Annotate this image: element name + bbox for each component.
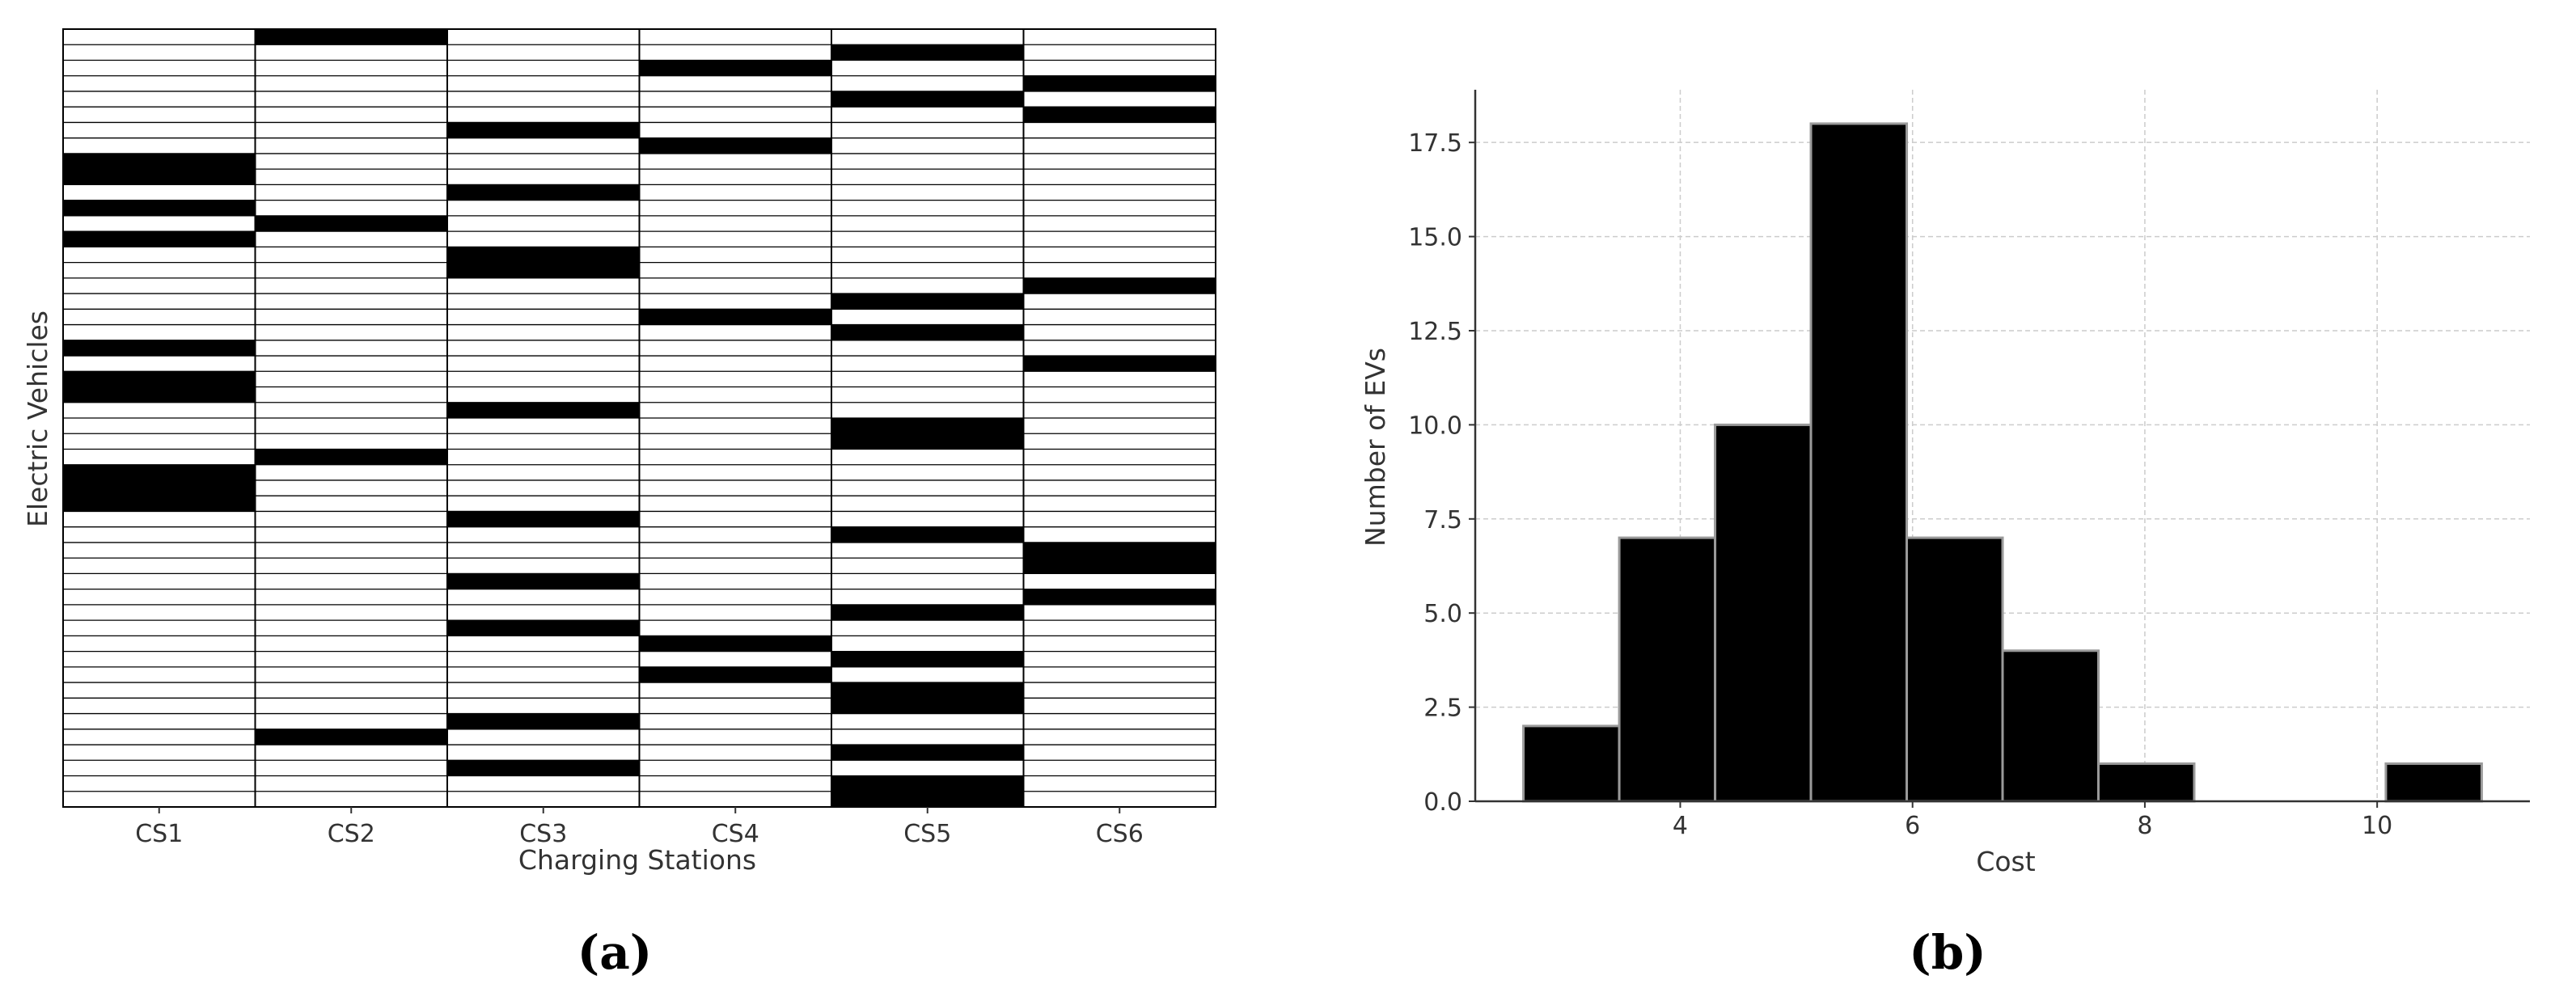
heatmap-cell-cs6-ev33 <box>1023 542 1216 559</box>
heatmap-cell-cs1-ev20 <box>63 340 256 357</box>
heatmap-cell-cs1-ev23 <box>63 386 256 403</box>
histogram-axes <box>1474 90 2530 803</box>
histogram-x-tick-label: 6 <box>1905 812 1920 840</box>
heatmap-cell-cs1-ev8 <box>63 153 256 170</box>
heatmap-cell-cs3-ev14 <box>447 247 640 263</box>
heatmap-cell-cs6-ev36 <box>1023 589 1216 605</box>
histogram-y-tick-label: 15.0 <box>1408 224 1462 252</box>
heatmap-cell-cs6-ev34 <box>1023 558 1216 574</box>
heatmap-cell-cs2-ev27 <box>255 449 447 465</box>
heatmap-x-tick-label: CS6 <box>1096 820 1144 848</box>
heatmap-cell-cs4-ev7 <box>639 137 831 154</box>
heatmap-x-tick-label: CS4 <box>712 820 759 848</box>
heatmap-cell-cs5-ev40 <box>831 651 1024 667</box>
histogram-bar <box>2384 762 2483 803</box>
heatmap-cells <box>63 29 1216 807</box>
heatmap-cell-cs6-ev16 <box>1023 277 1216 294</box>
histogram-bar <box>2096 762 2196 803</box>
heatmap-cell-cs4-ev41 <box>639 666 831 683</box>
histogram-chart: 0.02.55.07.510.012.515.017.5 4 6 8 10 Cost … <box>1360 90 2530 877</box>
heatmap-x-tick-label: CS3 <box>519 820 567 848</box>
heatmap-cell-cs1-ev28 <box>63 464 256 480</box>
histogram-y-tick-label: 5.0 <box>1423 600 1462 628</box>
heatmap-cell-cs1-ev11 <box>63 200 256 216</box>
caption-b: (b) <box>1909 925 1986 980</box>
heatmap-frame <box>62 28 1216 808</box>
heatmap-cell-cs3-ev24 <box>447 402 640 418</box>
histogram-y-axis-label: Number of EVs <box>1360 348 1391 547</box>
heatmap-cell-cs2-ev45 <box>255 729 447 745</box>
heatmap-cell-cs3-ev10 <box>447 184 640 201</box>
heatmap-cell-cs1-ev9 <box>63 169 256 185</box>
heatmap-x-tick-label: CS2 <box>328 820 375 848</box>
heatmap-x-axis-label: Charging Stations <box>518 844 756 876</box>
histogram-bar <box>1618 536 1717 803</box>
histogram-bar <box>1522 724 1621 803</box>
heatmap-cell-cs6-ev21 <box>1023 356 1216 372</box>
heatmap-cell-cs5-ev46 <box>831 745 1024 761</box>
histogram-x-tick-label: 8 <box>2137 812 2152 840</box>
heatmap-cell-cs5-ev48 <box>831 775 1024 792</box>
heatmap-cell-cs3-ev31 <box>447 511 640 527</box>
heatmap-cell-cs6-ev5 <box>1023 107 1216 123</box>
heatmap-cell-cs4-ev39 <box>639 636 831 652</box>
heatmap-x-ticks: CS1 CS2 CS3 CS4 CS5 CS6 <box>135 807 1144 848</box>
heatmap-cell-cs5-ev43 <box>831 698 1024 714</box>
heatmap-cell-cs5-ev37 <box>831 604 1024 621</box>
heatmap-x-tick-label: CS5 <box>903 820 951 848</box>
heatmap-x-tick-label: CS1 <box>135 820 183 848</box>
histogram-bars <box>1522 122 2483 803</box>
heatmap-cell-cs1-ev13 <box>63 231 256 247</box>
histogram-bar <box>1906 536 2004 803</box>
histogram-y-tick-label: 10.0 <box>1408 412 1462 440</box>
heatmap-cell-cs2-ev0 <box>255 29 447 45</box>
heatmap-cell-cs4-ev18 <box>639 309 831 325</box>
heatmap-cell-cs5-ev49 <box>831 791 1024 807</box>
heatmap-cell-cs1-ev29 <box>63 479 256 496</box>
heatmap-cell-cs5-ev25 <box>831 418 1024 434</box>
histogram-y-ticks: 0.0 2.5 5.0 7.5 10.0 12.5 15.0 17.5 <box>1408 129 1475 817</box>
heatmap-cell-cs5-ev4 <box>831 91 1024 108</box>
histogram-x-tick-label: 4 <box>1673 812 1688 840</box>
histogram-x-ticks: 4 6 8 10 <box>1673 801 2392 840</box>
heatmap-cell-cs5-ev32 <box>831 526 1024 543</box>
histogram-x-axis-label: Cost <box>1976 846 2035 877</box>
heatmap-grid <box>62 28 1216 808</box>
heatmap-cell-cs1-ev22 <box>63 371 256 387</box>
heatmap-cell-cs1-ev30 <box>63 496 256 512</box>
histogram-bar <box>1714 423 1813 803</box>
heatmap-cell-cs5-ev26 <box>831 433 1024 450</box>
heatmap-cell-cs3-ev35 <box>447 573 640 589</box>
heatmap-cell-cs6-ev3 <box>1023 75 1216 91</box>
heatmap-cell-cs3-ev44 <box>447 713 640 729</box>
histogram-y-tick-label: 12.5 <box>1408 318 1462 346</box>
caption-a: (a) <box>577 925 652 980</box>
histogram-y-tick-label: 2.5 <box>1423 695 1462 723</box>
histogram-x-tick-label: 10 <box>2362 812 2392 840</box>
histogram-y-tick-label: 17.5 <box>1408 129 1462 158</box>
heatmap-cell-cs3-ev38 <box>447 620 640 636</box>
histogram-y-tick-label: 0.0 <box>1423 788 1462 817</box>
heatmap-cell-cs3-ev6 <box>447 122 640 138</box>
heatmap-cell-cs5-ev19 <box>831 324 1024 340</box>
heatmap-y-axis-label: Electric Vehicles <box>22 310 53 527</box>
heatmap-cell-cs2-ev12 <box>255 215 447 232</box>
heatmap-cell-cs5-ev1 <box>831 44 1024 61</box>
histogram-bar <box>2001 649 2100 803</box>
histogram-bar <box>1809 122 1909 803</box>
heatmap-chart: CS1 CS2 CS3 CS4 CS5 CS6 Charging Stations Ele… <box>22 28 1216 876</box>
heatmap-cell-cs3-ev15 <box>447 262 640 278</box>
histogram-y-tick-label: 7.5 <box>1423 506 1462 534</box>
heatmap-cell-cs3-ev47 <box>447 760 640 776</box>
heatmap-cell-cs5-ev42 <box>831 682 1024 699</box>
heatmap-cell-cs4-ev2 <box>639 60 831 76</box>
heatmap-cell-cs5-ev17 <box>831 294 1024 310</box>
